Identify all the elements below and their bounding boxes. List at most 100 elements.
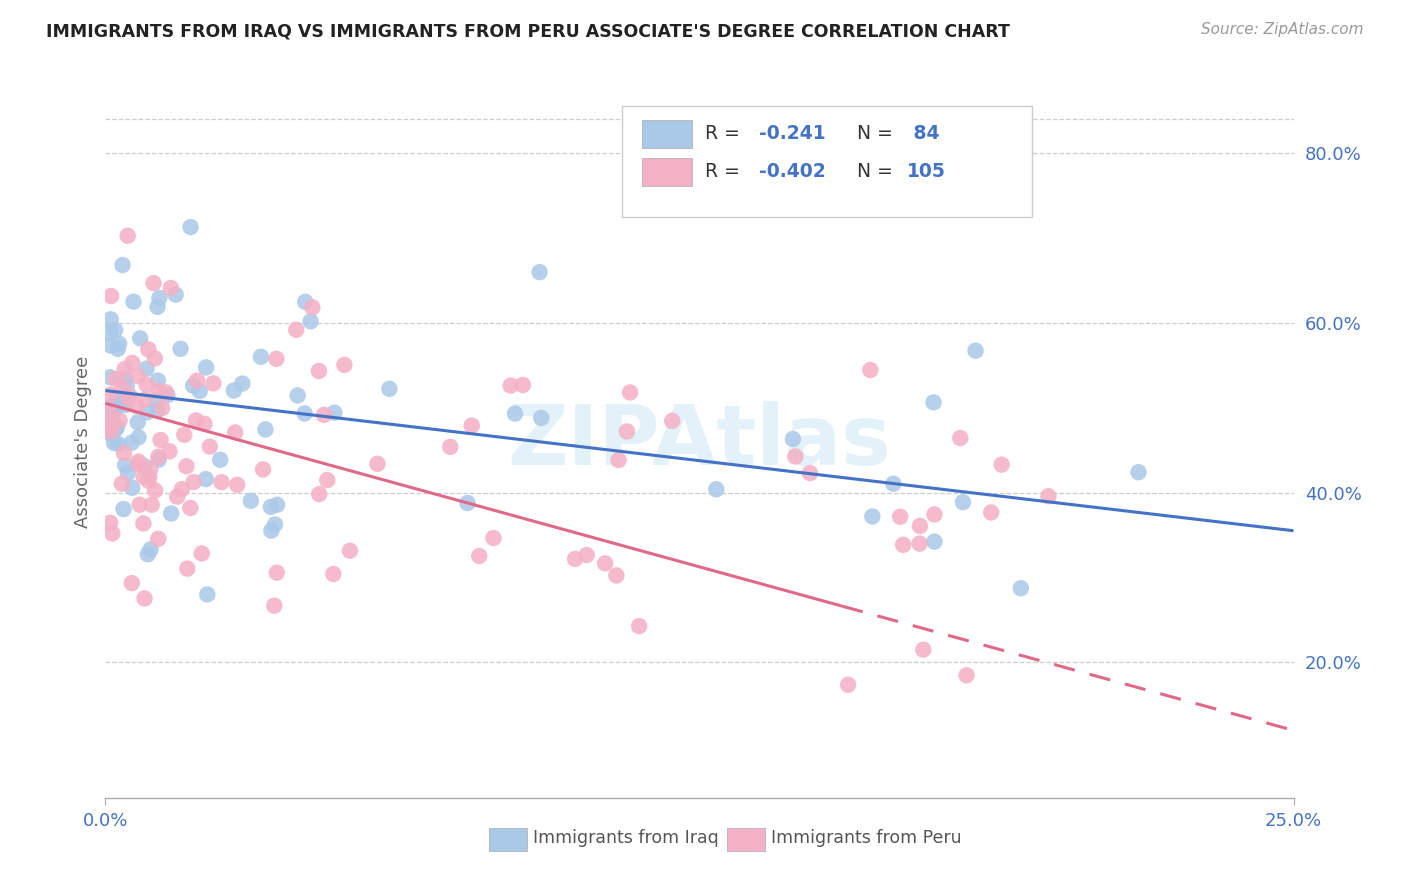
Text: 105: 105	[907, 162, 946, 181]
FancyBboxPatch shape	[727, 829, 765, 851]
Point	[121, 356, 143, 370]
Point	[111, 258, 134, 272]
Point	[530, 410, 553, 425]
Point	[308, 487, 330, 501]
Point	[191, 546, 214, 560]
Point	[912, 642, 935, 657]
Point	[136, 547, 159, 561]
Point	[322, 567, 344, 582]
FancyBboxPatch shape	[489, 829, 527, 851]
Text: -0.402: -0.402	[759, 162, 825, 181]
Point	[980, 506, 1002, 520]
Point	[135, 377, 157, 392]
Point	[104, 402, 127, 417]
Point	[141, 498, 163, 512]
Point	[461, 418, 484, 433]
Point	[619, 385, 641, 400]
Point	[98, 418, 121, 433]
Point	[104, 372, 127, 386]
Point	[104, 323, 127, 337]
Point	[165, 287, 187, 301]
Point	[605, 568, 627, 582]
Point	[316, 473, 339, 487]
Point	[149, 433, 172, 447]
Point	[148, 291, 170, 305]
Point	[194, 472, 217, 486]
Point	[112, 446, 135, 460]
Point	[128, 430, 150, 444]
Point	[264, 517, 287, 532]
Point	[139, 462, 162, 476]
Point	[105, 419, 128, 434]
Point	[105, 391, 128, 405]
FancyBboxPatch shape	[643, 158, 692, 186]
Point	[108, 336, 131, 351]
Point	[314, 408, 336, 422]
Point	[155, 385, 177, 400]
Point	[202, 376, 225, 391]
Point	[593, 557, 616, 571]
Point	[224, 425, 246, 440]
Point	[125, 399, 148, 413]
Point	[148, 452, 170, 467]
Point	[704, 483, 727, 497]
Point	[1128, 465, 1150, 479]
Point	[98, 370, 121, 384]
Point	[118, 389, 141, 403]
Point	[146, 374, 169, 388]
Point	[908, 536, 931, 550]
Point	[101, 423, 124, 437]
Point	[98, 388, 121, 402]
Point	[179, 501, 201, 516]
Point	[105, 422, 128, 436]
Point	[661, 414, 683, 428]
Point	[1038, 489, 1060, 503]
Point	[990, 458, 1012, 472]
Point	[159, 444, 181, 458]
Point	[122, 294, 145, 309]
FancyBboxPatch shape	[643, 120, 692, 148]
Point	[143, 483, 166, 498]
Point	[252, 462, 274, 476]
Point	[98, 409, 121, 423]
Point	[616, 425, 638, 439]
Point	[260, 524, 283, 538]
Point	[150, 401, 173, 416]
Point	[166, 490, 188, 504]
Point	[143, 351, 166, 366]
Point	[180, 220, 202, 235]
Point	[98, 426, 121, 441]
Point	[193, 417, 215, 431]
Point	[98, 325, 121, 339]
Point	[183, 475, 205, 489]
Point	[266, 566, 288, 580]
Point	[103, 435, 125, 450]
Point	[260, 500, 283, 514]
Point	[136, 405, 159, 419]
Point	[529, 265, 551, 279]
Point	[181, 378, 204, 392]
Point	[782, 432, 804, 446]
Point	[98, 338, 121, 352]
Point	[263, 599, 285, 613]
Point	[173, 427, 195, 442]
Point	[607, 453, 630, 467]
Point	[195, 587, 218, 601]
Point	[785, 450, 807, 464]
Point	[176, 459, 198, 474]
Point	[138, 343, 160, 357]
Point	[859, 363, 882, 377]
FancyBboxPatch shape	[623, 106, 1032, 217]
Text: Immigrants from Peru: Immigrants from Peru	[770, 829, 962, 847]
Text: R =: R =	[706, 125, 747, 144]
Point	[170, 482, 193, 496]
Point	[156, 388, 179, 402]
Point	[378, 382, 401, 396]
Point	[146, 300, 169, 314]
Point	[121, 481, 143, 495]
Point	[128, 498, 150, 512]
Point	[117, 391, 139, 405]
Point	[882, 476, 904, 491]
Point	[339, 543, 361, 558]
Point	[184, 413, 207, 427]
